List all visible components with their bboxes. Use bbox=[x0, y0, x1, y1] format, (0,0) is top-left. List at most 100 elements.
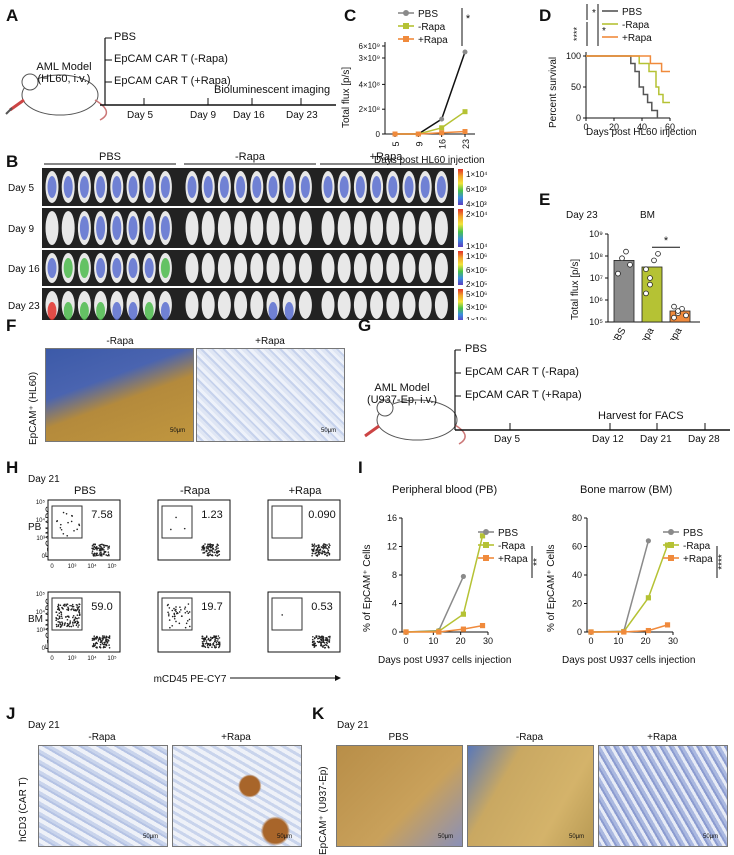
tick-label: 23 bbox=[461, 139, 471, 149]
event-dot bbox=[67, 615, 69, 618]
signal-blob bbox=[79, 176, 89, 198]
signal-blob bbox=[339, 176, 349, 198]
tick-label: 6×10⁹ bbox=[359, 42, 380, 51]
event-dot bbox=[314, 642, 316, 645]
mouse-image bbox=[201, 291, 215, 319]
event-dot bbox=[57, 625, 60, 627]
legend-entry: PBS bbox=[498, 528, 518, 539]
signal-blob bbox=[388, 176, 398, 198]
signal-blob bbox=[47, 258, 57, 278]
event-dot bbox=[99, 640, 102, 642]
event-dot bbox=[206, 644, 209, 647]
legend-entry: -Rapa bbox=[622, 20, 650, 31]
event-dot bbox=[78, 523, 80, 526]
event-dot bbox=[78, 603, 81, 606]
event-dot bbox=[76, 614, 79, 616]
event-dot bbox=[60, 615, 63, 618]
signal-blob bbox=[112, 176, 122, 198]
event-dot bbox=[71, 621, 74, 624]
data-point bbox=[462, 129, 468, 135]
event-dot bbox=[99, 643, 102, 646]
event-dot bbox=[59, 604, 62, 607]
signal-blob bbox=[47, 176, 57, 198]
event-dot bbox=[216, 640, 219, 642]
panel-label-e: E bbox=[539, 190, 551, 209]
tick-label: 10 bbox=[613, 636, 623, 646]
tick-label: 60 bbox=[665, 122, 675, 132]
event-dot bbox=[322, 645, 324, 648]
event-dot bbox=[313, 644, 315, 647]
event-dot bbox=[72, 623, 74, 625]
event-dot bbox=[175, 620, 177, 623]
group-header: +Rapa bbox=[289, 485, 323, 497]
event-dot bbox=[66, 603, 69, 606]
signal-blob bbox=[268, 302, 278, 320]
group-minus: EpCAM CAR T (-Rapa) bbox=[114, 53, 228, 65]
model-subtitle: (HL60, i.v.) bbox=[37, 73, 91, 85]
mouse-image bbox=[201, 253, 215, 283]
panel-label-h: H bbox=[6, 458, 19, 477]
tissue-image bbox=[172, 745, 302, 847]
mouse-image bbox=[386, 211, 400, 245]
group-header: -Rapa bbox=[235, 151, 266, 163]
signal-blob bbox=[63, 176, 73, 198]
group-header: PBS bbox=[74, 485, 96, 497]
event-dot bbox=[183, 608, 186, 610]
event-dot bbox=[210, 554, 213, 557]
event-dot bbox=[59, 526, 62, 529]
mouse-image bbox=[418, 291, 432, 319]
event-dot bbox=[96, 547, 98, 550]
event-dot bbox=[57, 621, 59, 623]
mouse-image bbox=[402, 291, 416, 319]
event-dot bbox=[326, 552, 328, 554]
event-dot bbox=[327, 551, 330, 554]
mouse-image bbox=[185, 211, 199, 245]
j-group: +Rapa bbox=[221, 732, 251, 743]
facs-gate bbox=[161, 597, 193, 631]
legend-entry: PBS bbox=[683, 528, 703, 539]
mouse-image bbox=[402, 211, 416, 245]
event-dot bbox=[170, 528, 172, 531]
event-dot bbox=[167, 614, 170, 617]
signal-blob bbox=[187, 176, 197, 198]
event-dot bbox=[211, 544, 214, 547]
gate-percentage: 19.7 bbox=[201, 601, 222, 613]
event-dot bbox=[322, 547, 325, 550]
event-dot bbox=[187, 612, 190, 615]
event-dot bbox=[328, 639, 331, 641]
event-dot bbox=[91, 639, 94, 641]
event-dot bbox=[202, 644, 205, 647]
event-dot bbox=[216, 555, 218, 557]
event-dot bbox=[312, 635, 314, 638]
day-label: Day 5 bbox=[127, 110, 154, 121]
scale-bar: 50μm bbox=[277, 834, 293, 840]
event-dot bbox=[218, 644, 221, 646]
event-dot bbox=[319, 548, 322, 551]
imaging-label: Bioluminescent imaging bbox=[214, 84, 331, 96]
event-dot bbox=[70, 520, 73, 523]
tissue-image bbox=[38, 745, 168, 847]
group-header: +Rapa bbox=[370, 151, 404, 163]
event-dot bbox=[58, 617, 61, 620]
event-dot bbox=[66, 534, 69, 537]
event-dot bbox=[218, 553, 221, 556]
signal-blob bbox=[236, 176, 246, 198]
signal-blob bbox=[203, 176, 213, 198]
tick-label: 0 bbox=[403, 636, 408, 646]
color-scale-bar bbox=[458, 209, 463, 247]
event-dot bbox=[217, 551, 219, 553]
model-subtitle: (U937-Ep, i.v.) bbox=[366, 394, 438, 406]
mouse-image bbox=[353, 211, 367, 245]
event-dot bbox=[71, 515, 74, 517]
group-plus: EpCAM CAR T (+Rapa) bbox=[114, 75, 231, 87]
signal-blob bbox=[128, 216, 138, 240]
k-group: -Rapa bbox=[515, 732, 544, 743]
event-dot bbox=[58, 615, 61, 618]
tissue-image bbox=[598, 745, 728, 847]
signal-blob bbox=[160, 302, 170, 320]
event-dot bbox=[188, 611, 191, 613]
event-dot bbox=[178, 622, 181, 625]
event-dot bbox=[184, 606, 187, 608]
data-point bbox=[619, 255, 625, 261]
k-group: +Rapa bbox=[647, 732, 677, 743]
